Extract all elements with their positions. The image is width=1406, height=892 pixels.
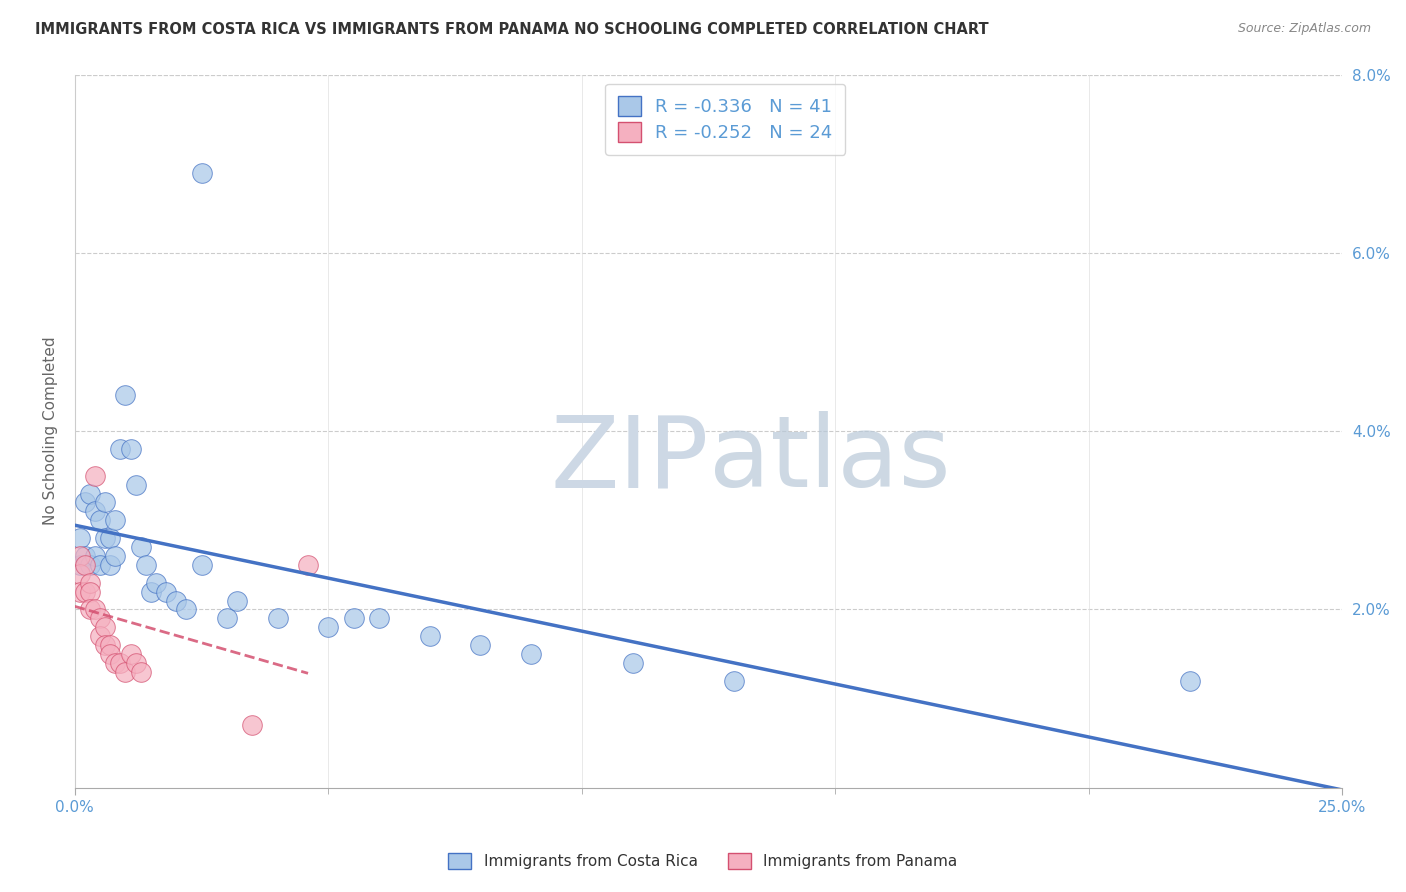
Point	[79, 602, 101, 616]
Point	[84, 504, 107, 518]
Point	[73, 549, 96, 563]
Point	[266, 611, 288, 625]
Point	[104, 549, 127, 563]
Point	[139, 584, 162, 599]
Point	[297, 558, 319, 572]
Point	[89, 611, 111, 625]
Point	[114, 388, 136, 402]
Point	[215, 611, 238, 625]
Point	[114, 665, 136, 679]
Point	[69, 531, 91, 545]
Point	[470, 638, 492, 652]
Point	[1180, 673, 1202, 688]
Point	[110, 656, 132, 670]
Point	[135, 558, 157, 572]
Point	[145, 575, 167, 590]
Point	[723, 673, 745, 688]
Point	[94, 495, 117, 509]
Point	[79, 584, 101, 599]
Point	[226, 593, 249, 607]
Point	[621, 656, 644, 670]
Point	[318, 620, 340, 634]
Point	[84, 549, 107, 563]
Point	[98, 647, 121, 661]
Point	[120, 442, 142, 456]
Point	[69, 558, 91, 572]
Point	[69, 549, 91, 563]
Point	[120, 647, 142, 661]
Point	[124, 477, 146, 491]
Point	[129, 540, 152, 554]
Point	[79, 575, 101, 590]
Point	[73, 558, 96, 572]
Point	[190, 558, 212, 572]
Point	[520, 647, 543, 661]
Point	[84, 468, 107, 483]
Point	[129, 665, 152, 679]
Point	[89, 629, 111, 643]
Point	[165, 593, 187, 607]
Point	[368, 611, 391, 625]
Point	[110, 442, 132, 456]
Point	[84, 602, 107, 616]
Point	[343, 611, 366, 625]
Legend: R = -0.336   N = 41, R = -0.252   N = 24: R = -0.336 N = 41, R = -0.252 N = 24	[605, 84, 845, 155]
Point	[89, 558, 111, 572]
Point	[124, 656, 146, 670]
Point	[79, 558, 101, 572]
Text: IMMIGRANTS FROM COSTA RICA VS IMMIGRANTS FROM PANAMA NO SCHOOLING COMPLETED CORR: IMMIGRANTS FROM COSTA RICA VS IMMIGRANTS…	[35, 22, 988, 37]
Point	[419, 629, 441, 643]
Y-axis label: No Schooling Completed: No Schooling Completed	[44, 337, 58, 525]
Point	[94, 620, 117, 634]
Point	[98, 558, 121, 572]
Point	[69, 566, 91, 581]
Text: atlas: atlas	[709, 411, 950, 508]
Point	[98, 638, 121, 652]
Point	[89, 513, 111, 527]
Point	[94, 531, 117, 545]
Point	[155, 584, 177, 599]
Text: Source: ZipAtlas.com: Source: ZipAtlas.com	[1237, 22, 1371, 36]
Legend: Immigrants from Costa Rica, Immigrants from Panama: Immigrants from Costa Rica, Immigrants f…	[443, 847, 963, 875]
Point	[79, 486, 101, 500]
Point	[73, 495, 96, 509]
Point	[98, 531, 121, 545]
Point	[69, 584, 91, 599]
Text: ZIP: ZIP	[550, 411, 709, 508]
Point	[104, 513, 127, 527]
Point	[104, 656, 127, 670]
Point	[190, 165, 212, 179]
Point	[73, 584, 96, 599]
Point	[176, 602, 198, 616]
Point	[240, 718, 263, 732]
Point	[94, 638, 117, 652]
